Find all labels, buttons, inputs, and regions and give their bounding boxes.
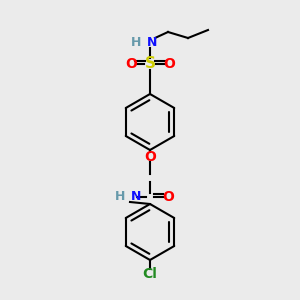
Text: H: H [131,35,141,49]
Text: H: H [115,190,125,203]
Text: N: N [147,35,157,49]
Text: O: O [163,57,175,71]
Text: O: O [144,150,156,164]
Text: Cl: Cl [142,267,158,281]
Text: O: O [125,57,137,71]
Text: S: S [145,56,155,71]
Text: N: N [131,190,141,203]
Text: O: O [162,190,174,204]
